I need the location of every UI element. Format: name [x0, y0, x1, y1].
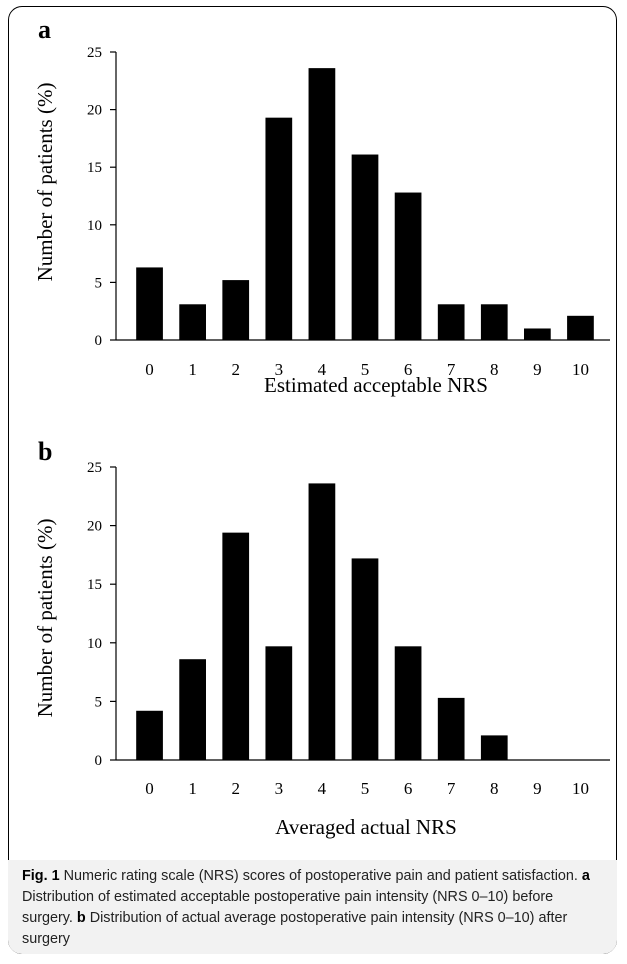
bar-2: [222, 532, 250, 760]
bar-6: [394, 646, 422, 760]
x-tick-label: 9: [533, 779, 542, 798]
x-tick-label: 4: [318, 360, 327, 379]
x-tick-label: 3: [275, 779, 284, 798]
caption-background: [8, 860, 617, 954]
x-tick-label: 10: [572, 779, 589, 798]
x-tick-label: 0: [145, 779, 154, 798]
x-tick-label: 5: [361, 779, 370, 798]
bar-4: [308, 483, 336, 760]
y-tick-label: 25: [87, 460, 102, 476]
caption-b-text: Distribution of actual average postopera…: [22, 910, 568, 947]
bar-5: [351, 154, 379, 340]
bar-6: [394, 192, 422, 340]
bar-8: [480, 735, 508, 760]
x-tick-label: 10: [572, 360, 589, 379]
bar-1: [179, 304, 206, 340]
bar-7: [437, 304, 465, 340]
plot-area-a: 0 5 10 15 20 25 0 1 2 3 4 5 6 7 8 9 10: [87, 45, 610, 379]
bar-0: [136, 710, 163, 760]
panel-letter-b: b: [38, 437, 52, 466]
x-tick-label: 6: [404, 360, 413, 379]
y-tick-label: 10: [87, 636, 102, 652]
y-tick-label: 10: [87, 218, 102, 234]
x-tick-label: 1: [188, 779, 197, 798]
x-tick-label: 3: [275, 360, 284, 379]
bar-4: [308, 68, 336, 341]
panel-letter-a: a: [38, 15, 51, 44]
plot-area-b: 0 5 10 15 20 25 0 1 2 3 4 5 6 7 8 9 10: [87, 460, 610, 798]
y-axis-title-a: Number of patients (%): [33, 83, 57, 282]
bar-1: [179, 659, 206, 760]
y-tick-label: 15: [87, 160, 102, 176]
x-tick-label: 5: [361, 360, 370, 379]
y-tick-label: 25: [87, 45, 102, 61]
x-tick-label: 2: [231, 779, 240, 798]
y-tick-label: 5: [95, 694, 103, 710]
y-tick-label: 0: [95, 753, 103, 769]
x-tick-label: 2: [231, 360, 240, 379]
bar-9: [524, 328, 551, 340]
bar-0: [136, 267, 163, 340]
caption-b-label: b: [76, 910, 86, 926]
y-tick-label: 20: [87, 519, 102, 535]
x-tick-label: 9: [533, 360, 542, 379]
caption-fig-label: Fig. 1: [22, 868, 60, 884]
y-tick-label: 5: [95, 275, 103, 291]
caption-a-label: a: [581, 868, 590, 884]
caption-a-text: Distribution of estimated acceptable pos…: [22, 889, 554, 926]
y-axis-title-b: Number of patients (%): [33, 519, 57, 718]
bar-2: [222, 280, 250, 340]
bar-5: [351, 558, 379, 760]
chart-panel-a: a Number of patients (%) Estimated accep…: [33, 15, 610, 397]
x-axis-title-a: Estimated acceptable NRS: [264, 373, 488, 397]
x-tick-label: 7: [447, 779, 456, 798]
y-tick-label: 15: [87, 577, 102, 593]
bar-3: [265, 117, 293, 340]
x-tick-label: 4: [318, 779, 327, 798]
x-tick-label: 6: [404, 779, 413, 798]
chart-panel-b: b Number of patients (%) Averaged actual…: [33, 437, 610, 839]
x-tick-label: 1: [188, 360, 197, 379]
x-tick-label: 8: [490, 779, 499, 798]
x-tick-label: 7: [447, 360, 456, 379]
bar-3: [265, 646, 293, 760]
y-tick-label: 20: [87, 103, 102, 119]
y-tick-label: 0: [95, 333, 103, 349]
bar-7: [437, 697, 465, 760]
bar-10: [567, 315, 594, 340]
figure-caption: Fig. 1 Numeric rating scale (NRS) scores…: [22, 866, 607, 950]
x-tick-label: 8: [490, 360, 499, 379]
caption-intro: Numeric rating scale (NRS) scores of pos…: [63, 868, 578, 884]
bar-8: [480, 304, 508, 340]
x-tick-label: 0: [145, 360, 154, 379]
x-axis-title-b: Averaged actual NRS: [275, 815, 457, 839]
